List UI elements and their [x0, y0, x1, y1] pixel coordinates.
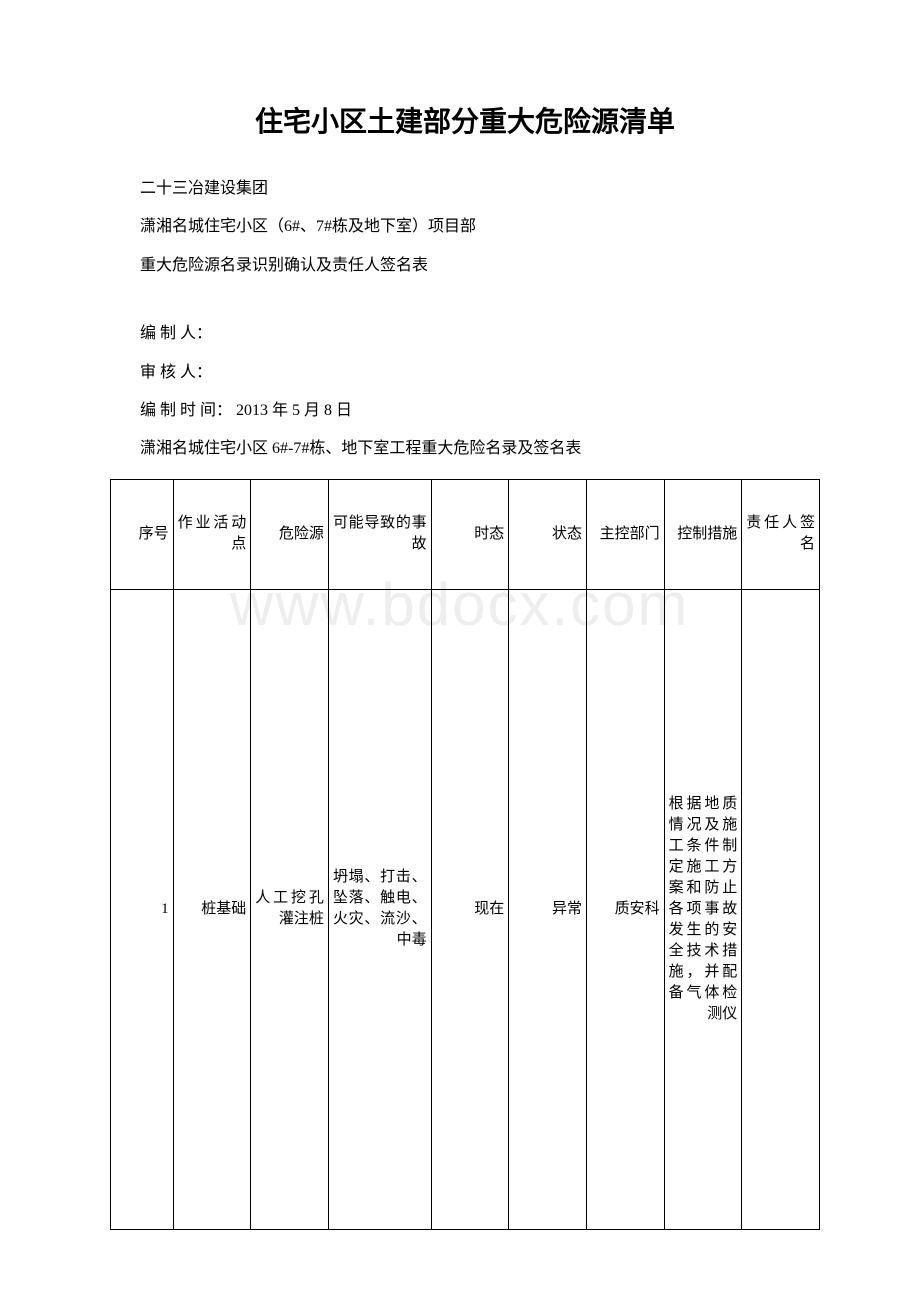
subtitle-line: 潇湘名城住宅小区 6#-7#栋、地下室工程重大危险名录及签名表: [140, 430, 820, 468]
project-line: 潇湘名城住宅小区（6#、7#栋及地下室）项目部: [140, 208, 820, 246]
th-tense: 时态: [431, 479, 509, 589]
cell-dept: 质安科: [586, 589, 664, 1229]
th-activity: 作业活动点: [173, 479, 251, 589]
th-accident: 可能导致的事故: [328, 479, 431, 589]
th-sign: 责任人签名: [742, 479, 820, 589]
hazard-table-wrap: 序号 作业活动点 危险源 可能导致的事故 时态 状态 主控部门 控制措施 责任人…: [110, 479, 820, 1230]
reviewer-line: 审 核 人：: [140, 354, 820, 392]
th-measure: 控制措施: [664, 479, 742, 589]
hazard-table: 序号 作业活动点 危险源 可能导致的事故 时态 状态 主控部门 控制措施 责任人…: [110, 479, 820, 1230]
document-title: 住宅小区土建部分重大危险源清单: [110, 100, 820, 140]
cell-tense: 现在: [431, 589, 509, 1229]
cell-state: 异常: [509, 589, 587, 1229]
editor-line: 编 制 人：: [140, 315, 820, 353]
th-hazard: 危险源: [251, 479, 329, 589]
org-line: 二十三冶建设集团: [140, 170, 820, 208]
table-row: 1 桩基础 人工挖孔灌注桩 坍塌、打击、坠落、触电、火灾、流沙、中毒 现在 异常…: [111, 589, 820, 1229]
edit-time-line: 编 制 时 间： 2013 年 5 月 8 日: [140, 392, 820, 430]
cell-seq: 1: [111, 589, 174, 1229]
cell-sign: [742, 589, 820, 1229]
th-dept: 主控部门: [586, 479, 664, 589]
th-state: 状态: [509, 479, 587, 589]
table-header-row: 序号 作业活动点 危险源 可能导致的事故 时态 状态 主控部门 控制措施 责任人…: [111, 479, 820, 589]
th-seq: 序号: [111, 479, 174, 589]
cell-measure: 根据地质情况及施工条件制定施工方案和防止各项事故发生的安全技术措施，并配备气体检…: [664, 589, 742, 1229]
cell-accident: 坍塌、打击、坠落、触电、火灾、流沙、中毒: [328, 589, 431, 1229]
cell-activity: 桩基础: [173, 589, 251, 1229]
table-name-line: 重大危险源名录识别确认及责任人签名表: [140, 247, 820, 285]
cell-hazard: 人工挖孔灌注桩: [251, 589, 329, 1229]
